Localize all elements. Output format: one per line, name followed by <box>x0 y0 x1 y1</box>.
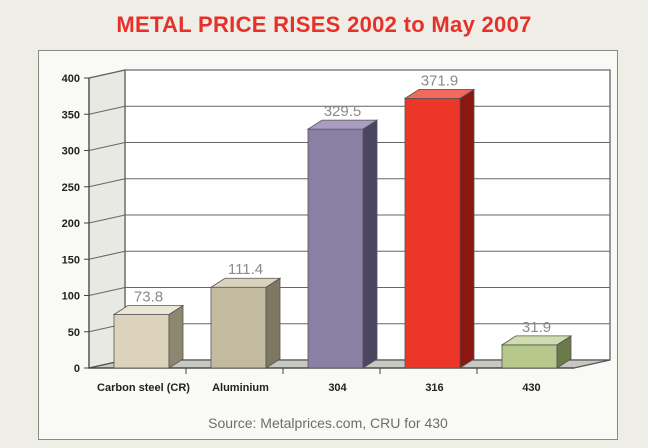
y-tick-label: 350 <box>62 109 80 121</box>
bar <box>112 304 185 369</box>
y-tick-label: 150 <box>62 254 80 266</box>
y-tick-label: 200 <box>62 218 80 230</box>
x-tick-label: Aluminium <box>212 382 269 394</box>
y-tick-label: 400 <box>62 73 80 85</box>
bar-value-label: 31.9 <box>522 319 551 336</box>
bar-side <box>168 304 184 369</box>
gridline <box>88 69 610 79</box>
bar-value-label: 371.9 <box>421 72 459 89</box>
bar-top <box>403 88 476 99</box>
bar-top <box>112 305 185 315</box>
x-tick-label: Carbon steel (CR) <box>97 382 190 394</box>
bar-value-label: 111.4 <box>228 261 263 278</box>
bar-chart: 0 50 100 150 200 250 300 350 400 73.8 Carbon steel… <box>62 69 611 394</box>
bar-front <box>501 344 558 369</box>
y-tick-label: 50 <box>68 327 80 339</box>
bar <box>500 335 573 369</box>
bar-front <box>210 286 267 369</box>
x-tick-label: 430 <box>522 382 540 394</box>
bar <box>403 88 476 369</box>
bar-front <box>404 97 461 369</box>
bar-front <box>307 128 364 369</box>
bar-top <box>306 119 379 130</box>
bar-side <box>265 277 281 369</box>
x-tick-label: 316 <box>425 382 443 394</box>
bar-value-label: 329.5 <box>324 103 362 120</box>
bar-value-label: 73.8 <box>134 288 163 305</box>
y-tick-label: 300 <box>62 146 80 158</box>
bar-top <box>209 277 282 288</box>
bar <box>209 277 282 369</box>
chart-panel: 0 50 100 150 200 250 300 350 400 73.8 Carbon steel… <box>38 50 618 440</box>
chart-title: METAL PRICE RISES 2002 to May 2007 <box>116 12 532 37</box>
bar-top <box>500 335 573 346</box>
y-tick-label: 100 <box>62 291 80 303</box>
bar-side <box>459 88 475 369</box>
source-note: Source: Metalprices.com, CRU for 430 <box>208 415 448 431</box>
bar <box>306 119 379 369</box>
y-tick-label: 0 <box>74 363 80 375</box>
x-tick-label: 304 <box>328 382 347 394</box>
y-tick-label: 250 <box>62 182 80 194</box>
bar-front <box>113 314 170 369</box>
bar-side <box>362 119 378 369</box>
